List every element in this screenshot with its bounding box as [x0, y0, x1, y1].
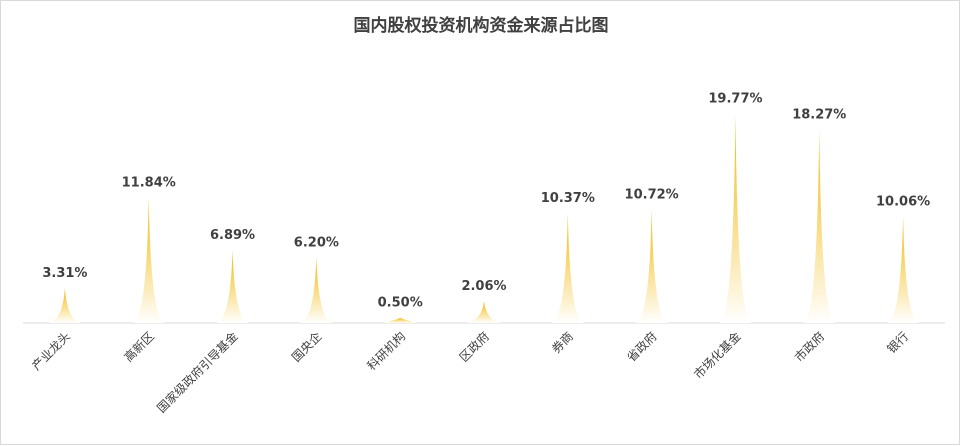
data-label: 19.77% [708, 91, 762, 106]
data-label: 11.84% [122, 175, 176, 190]
spike-mark [132, 197, 165, 323]
spike-mark [384, 317, 417, 323]
data-label: 6.89% [210, 228, 255, 243]
x-tick-label: 银行 [884, 329, 911, 356]
data-label: 2.06% [461, 279, 506, 294]
data-label: 18.27% [792, 107, 846, 122]
x-tick-label: 国家级政府引导基金 [154, 329, 241, 416]
x-tick-label: 产业龙头 [29, 329, 73, 373]
x-tick-label: 市场化基金 [691, 329, 744, 382]
spike-mark [551, 213, 584, 323]
data-label: 0.50% [378, 296, 423, 311]
x-tick-label: 科研机构 [364, 329, 409, 374]
data-label: 10.37% [541, 191, 595, 206]
spike-mark [635, 209, 668, 323]
data-label: 3.31% [42, 266, 87, 281]
spike-mark [48, 287, 81, 323]
spike-mark [216, 249, 249, 323]
x-tick-label: 国央企 [288, 329, 324, 365]
spike-mark [719, 113, 752, 323]
spike-mark [300, 257, 333, 323]
x-tick-label: 券商 [548, 329, 576, 357]
x-tick-label: 省政府 [624, 329, 660, 365]
data-label: 10.72% [625, 187, 679, 202]
data-label: 10.06% [876, 194, 930, 209]
x-tick-label: 高新区 [121, 329, 157, 365]
spike-mark [887, 216, 920, 323]
data-label: 6.20% [294, 235, 339, 250]
spike-mark [803, 129, 836, 323]
chart-title: 国内股权投资机构资金来源占比图 [353, 16, 609, 36]
spike-mark [468, 301, 500, 323]
x-tick-label: 市政府 [791, 329, 827, 365]
x-tick-label: 区政府 [456, 329, 492, 365]
